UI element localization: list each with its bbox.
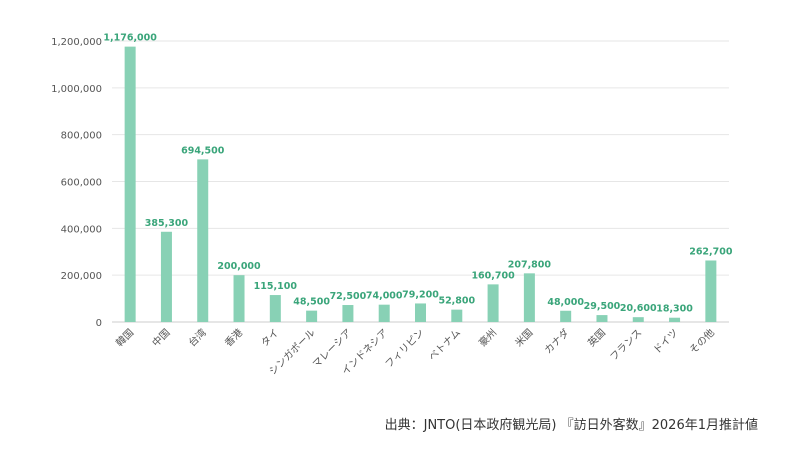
x-tick-label: 韓国: [114, 327, 137, 350]
data-label: 694,500: [181, 145, 225, 156]
bar: [306, 310, 318, 322]
bar: [342, 305, 354, 322]
x-tick-label: 豪州: [476, 326, 499, 349]
y-tick-label: 1,000,000: [51, 84, 102, 95]
y-tick-label: 0: [96, 318, 102, 329]
x-tick-label: フィリピン: [383, 327, 427, 371]
x-tick-label: 米国: [512, 326, 535, 349]
y-tick-label: 200,000: [61, 271, 102, 282]
x-tick-label: ベトナム: [426, 327, 463, 364]
bar: [160, 231, 172, 322]
data-label: 115,100: [254, 281, 298, 292]
data-label: 52,800: [438, 296, 475, 307]
x-tick-label: 台湾: [186, 326, 209, 349]
data-label: 29,500: [584, 301, 621, 312]
data-label: 48,000: [547, 297, 584, 308]
y-tick-label: 600,000: [61, 178, 102, 189]
bar: [669, 317, 681, 322]
bar: [632, 317, 644, 322]
x-tick-label: カナダ: [541, 326, 571, 356]
data-label: 385,300: [145, 218, 189, 229]
x-tick-label: タイ: [259, 327, 282, 350]
data-label: 1,176,000: [103, 33, 157, 44]
bar: [378, 304, 390, 322]
x-tick-label: 香港: [223, 327, 246, 350]
bar: [705, 260, 717, 322]
bar: [269, 295, 281, 322]
data-label: 200,000: [217, 261, 261, 272]
data-label: 79,200: [402, 289, 439, 300]
data-label: 18,300: [656, 304, 693, 315]
x-tick-label: 中国: [149, 326, 172, 349]
bar: [596, 315, 608, 322]
bar: [451, 309, 463, 322]
y-tick-label: 1,200,000: [51, 37, 102, 48]
bar: [233, 275, 245, 322]
data-label: 48,500: [293, 297, 330, 308]
x-tick-label: その他: [687, 326, 717, 356]
bar: [415, 303, 426, 322]
x-tick-label: フランス: [608, 327, 645, 364]
bar: [487, 284, 499, 322]
data-label: 160,700: [471, 270, 515, 281]
data-label: 74,000: [366, 291, 403, 302]
data-label: 207,800: [508, 259, 552, 270]
y-tick-label: 800,000: [61, 131, 102, 142]
x-tick-label: 英国: [585, 326, 608, 349]
bar: [523, 273, 535, 322]
data-label: 262,700: [689, 246, 733, 257]
y-tick-label: 400,000: [61, 224, 102, 235]
x-tick-label: ドイツ: [652, 327, 681, 356]
bar: [197, 159, 209, 322]
source-note: 出典：JNTO(日本政府観光局) 『訪日外客数』2026年1月推計値: [384, 418, 758, 433]
bar: [124, 46, 136, 323]
data-label: 20,600: [620, 303, 657, 314]
data-label: 72,500: [330, 291, 367, 302]
bar: [560, 310, 572, 322]
